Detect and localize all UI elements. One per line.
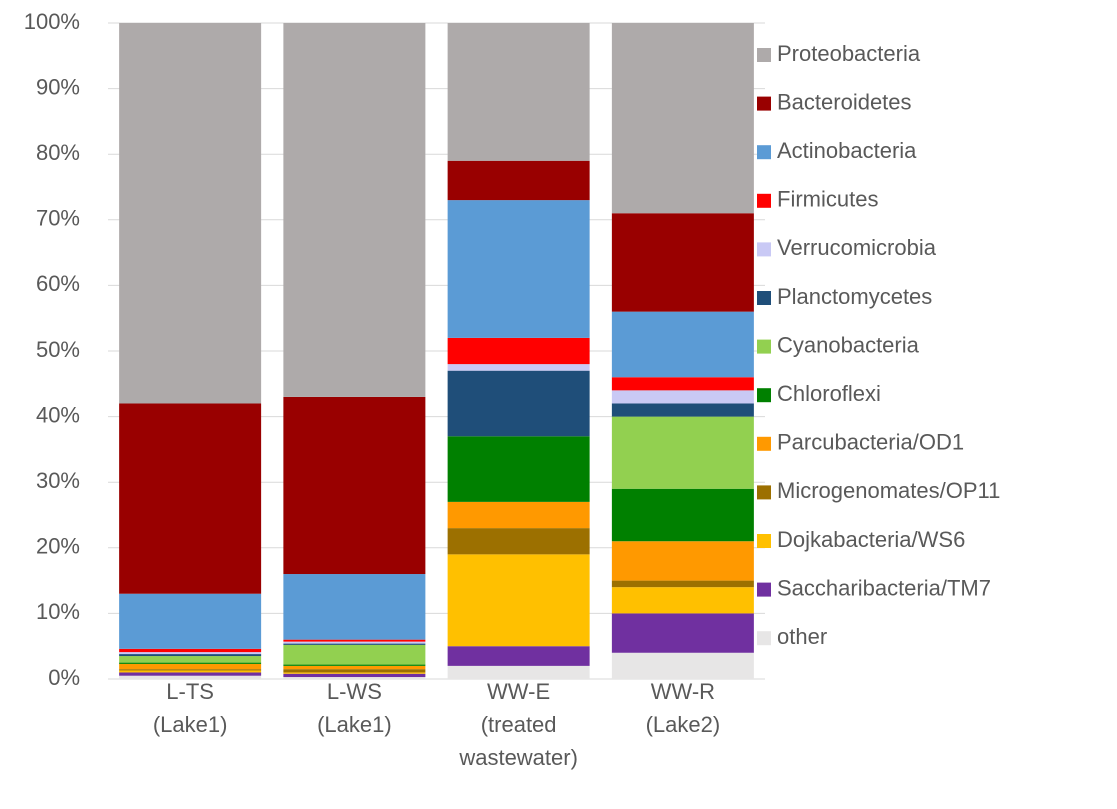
y-tick-label: 40% xyxy=(36,402,80,427)
bar-segment xyxy=(119,23,262,404)
bar-segment xyxy=(119,675,262,679)
legend-swatch xyxy=(757,242,771,257)
legend-swatch xyxy=(757,582,771,597)
bar-segment xyxy=(447,528,590,555)
y-tick-label: 90% xyxy=(36,74,80,99)
bar-segment xyxy=(611,311,754,378)
legend-label: Chloroflexi xyxy=(777,381,881,406)
y-tick-label: 60% xyxy=(36,271,80,296)
bar-segment xyxy=(611,587,754,614)
legend-swatch xyxy=(757,48,771,62)
legend-label: Firmicutes xyxy=(777,187,878,212)
bar-segment xyxy=(283,23,426,397)
bar-segment xyxy=(447,23,590,161)
bar-segment xyxy=(283,643,426,645)
legend-swatch xyxy=(757,534,771,548)
bar-segment xyxy=(611,213,754,312)
bar-segment xyxy=(119,648,262,653)
legend-swatch xyxy=(757,339,771,354)
legend-label: Proteobacteria xyxy=(777,41,921,66)
bar-segment xyxy=(283,665,426,670)
bar-segment xyxy=(119,652,262,655)
x-tick-label: L-WS (Lake1) xyxy=(317,679,392,737)
legend-label: Actinobacteria xyxy=(777,138,917,163)
bar-segment xyxy=(611,541,754,581)
y-tick-label: 50% xyxy=(36,337,80,362)
bar-segment xyxy=(119,654,262,657)
bar-segment xyxy=(283,396,426,575)
bar-segment xyxy=(447,554,590,647)
bar-segment xyxy=(611,652,754,679)
bar-segment xyxy=(283,644,426,665)
legend-swatch xyxy=(757,631,771,646)
bar-segment xyxy=(119,656,262,663)
bar-segment xyxy=(283,641,426,644)
legend-label: other xyxy=(777,624,827,649)
bar-segment xyxy=(611,23,754,214)
bar-segment xyxy=(119,662,262,664)
bar-segment xyxy=(283,574,426,640)
legend-swatch xyxy=(757,145,771,160)
legend-label: Cyanobacteria xyxy=(777,332,920,357)
bar-segment xyxy=(447,501,590,529)
x-tick-label: WW-R (Lake2) xyxy=(646,679,721,737)
bar-segment xyxy=(611,416,754,489)
bar-segment xyxy=(611,390,754,404)
bar-segment xyxy=(283,677,426,679)
bar-segment xyxy=(119,403,262,594)
bar-segment xyxy=(119,593,262,649)
y-tick-label: 100% xyxy=(24,9,80,34)
bar-segment xyxy=(447,200,590,338)
y-tick-label: 0% xyxy=(48,665,80,690)
bar-segment xyxy=(283,672,426,674)
bar-segment xyxy=(447,337,590,365)
legend-swatch xyxy=(757,291,771,305)
bar-segment xyxy=(447,160,590,201)
bar-segment xyxy=(611,488,754,542)
bar-segment xyxy=(447,646,590,666)
bar-segment xyxy=(119,669,262,671)
legend-label: Planctomycetes xyxy=(777,284,932,309)
bar-segment xyxy=(611,403,754,417)
bar-segment xyxy=(447,436,590,502)
bar-segment xyxy=(283,639,426,642)
y-tick-label: 20% xyxy=(36,534,80,559)
bar-segment xyxy=(447,370,590,437)
bar-segment xyxy=(447,665,590,679)
bar-segment xyxy=(283,664,426,666)
legend-label: Microgenomates/OP11 xyxy=(777,478,1000,503)
bar-segment xyxy=(611,580,754,588)
x-tick-label: WW-E (treated wastewater) xyxy=(458,679,578,770)
y-tick-label: 80% xyxy=(36,140,80,165)
x-tick-label: L-TS (Lake1) xyxy=(153,679,228,737)
y-tick-label: 30% xyxy=(36,468,80,493)
legend-label: Bacteroidetes xyxy=(777,89,912,114)
legend-label: Verrucomicrobia xyxy=(777,235,937,260)
bar-segment xyxy=(119,663,262,670)
legend-swatch xyxy=(757,96,771,111)
legend-swatch xyxy=(757,388,771,403)
bar-segment xyxy=(283,669,426,673)
legend-swatch xyxy=(757,436,771,451)
legend-label: Parcubacteria/OD1 xyxy=(777,430,964,455)
legend-swatch xyxy=(757,485,771,500)
bar-segment xyxy=(611,377,754,391)
legend-label: Dojkabacteria/WS6 xyxy=(777,527,965,552)
bar-segment xyxy=(447,364,590,371)
bar-segment xyxy=(611,613,754,653)
bar-segment xyxy=(119,670,262,673)
bar-segment xyxy=(283,673,426,678)
y-tick-label: 70% xyxy=(36,206,80,231)
legend-swatch xyxy=(757,193,771,208)
legend-label: Saccharibacteria/TM7 xyxy=(777,575,991,600)
y-tick-label: 10% xyxy=(36,599,80,624)
bar-segment xyxy=(119,672,262,676)
